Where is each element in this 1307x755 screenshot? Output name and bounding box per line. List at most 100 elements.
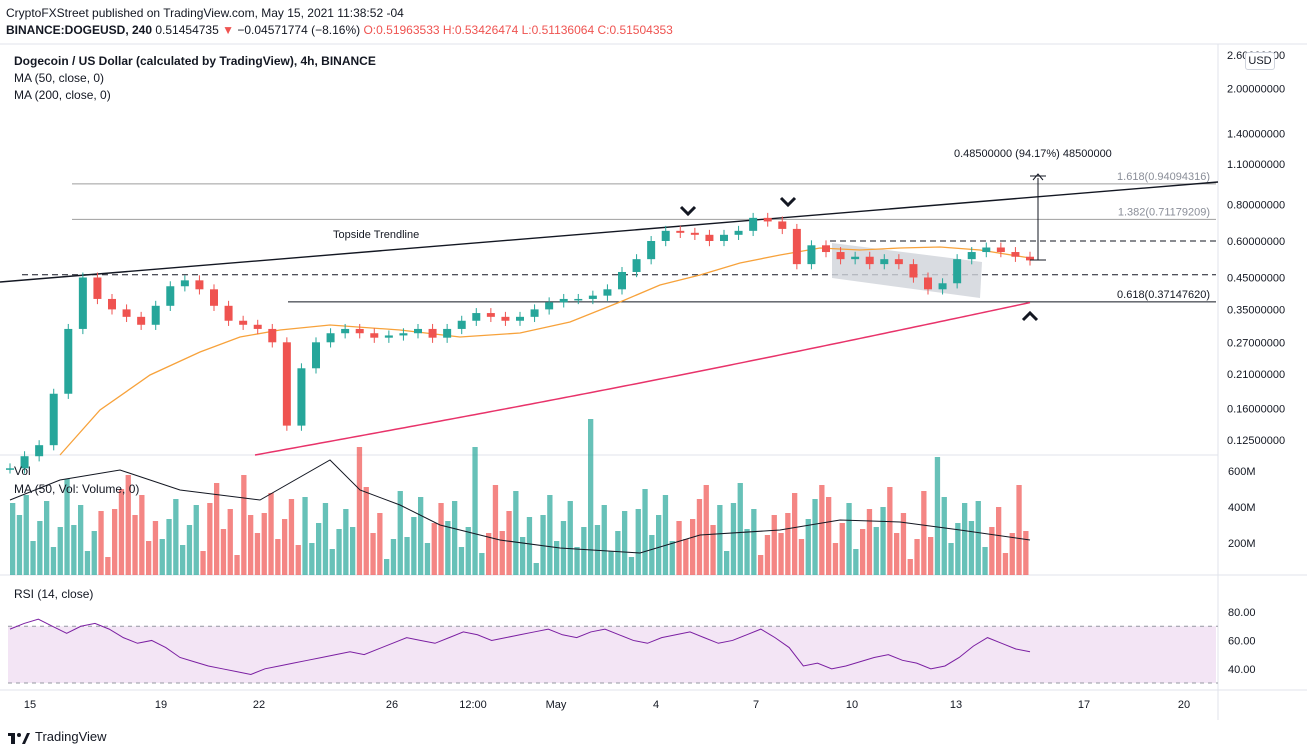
rsi-title: RSI (14, close) <box>14 587 94 601</box>
candle-body <box>239 320 248 325</box>
candle-body <box>618 271 626 290</box>
time-tick-label: 22 <box>253 699 265 711</box>
candle-body <box>953 259 962 284</box>
candle-body <box>64 328 73 394</box>
candle-body <box>414 328 422 334</box>
candle-body <box>545 302 554 310</box>
volume-bar <box>941 497 947 575</box>
volume-bar <box>900 513 907 575</box>
candle-body <box>166 286 175 306</box>
volume-bar <box>656 515 662 575</box>
volume-bar <box>71 525 77 575</box>
volume-bar <box>894 533 900 575</box>
volume-bar <box>635 509 641 575</box>
volume-bar <box>78 505 84 575</box>
candle-body <box>938 283 947 290</box>
volume-bar <box>356 447 363 575</box>
volume-bar <box>1023 531 1029 575</box>
volume-bar <box>540 515 546 575</box>
volume-bar <box>479 553 485 575</box>
candle-body <box>763 217 772 222</box>
candle-body <box>865 256 874 265</box>
ma200-line <box>254 301 1031 456</box>
volume-bar <box>764 535 771 575</box>
volume-bar <box>152 521 159 575</box>
candle-body <box>1026 256 1034 261</box>
volume-bar <box>955 523 961 575</box>
volume-bar <box>492 485 499 575</box>
volume-bar <box>1016 485 1022 575</box>
volume-bar <box>730 503 737 575</box>
volume-bar <box>690 519 696 575</box>
volume-bar <box>622 511 628 575</box>
volume-bar <box>336 529 342 575</box>
candle-body <box>705 234 714 241</box>
volume-bar <box>384 559 390 575</box>
candle-body <box>559 298 568 303</box>
volume-bar <box>581 527 587 575</box>
volume-bar <box>343 509 349 575</box>
price-tick-label: 0.80000000 <box>1227 200 1285 212</box>
volume-bar <box>261 513 267 575</box>
candle-body <box>792 228 801 265</box>
volume-bar <box>438 503 444 575</box>
volume-bar <box>105 557 111 575</box>
candle-body <box>778 221 787 229</box>
volume-bar <box>520 537 526 575</box>
volume-bar <box>207 503 213 575</box>
volume-bar <box>703 485 709 575</box>
candle-body <box>486 313 495 317</box>
volume-bar <box>928 537 934 575</box>
volume-bar <box>805 519 811 575</box>
volume-bar <box>424 543 431 575</box>
volume-bar <box>615 531 621 575</box>
volume-bar <box>860 529 866 575</box>
volume-bar <box>737 483 743 575</box>
time-tick-label: 7 <box>753 699 759 711</box>
volume-bar <box>696 499 703 575</box>
candle-body <box>20 456 29 469</box>
candle-body <box>93 277 102 299</box>
candle-body <box>122 309 131 317</box>
currency-badge[interactable]: USD <box>1245 52 1275 70</box>
volume-bar <box>914 539 920 575</box>
time-tick-label: 12:00 <box>459 699 487 711</box>
volume-bar <box>397 491 403 575</box>
volume-bar <box>839 523 845 575</box>
candle-body <box>894 259 903 265</box>
candle-body <box>108 298 116 310</box>
volume-bar <box>962 503 968 575</box>
volume-bar <box>554 541 560 575</box>
candle-body <box>151 305 160 325</box>
volume-title: Vol <box>14 464 31 478</box>
footer: TradingView <box>8 728 107 746</box>
candle-body <box>472 313 481 321</box>
rsi-tick-label: 40.00 <box>1228 664 1256 676</box>
volume-tick-label: 200M <box>1228 538 1256 550</box>
volume-bar <box>785 513 791 575</box>
volume-bar <box>744 529 750 575</box>
volume-bar <box>329 549 335 575</box>
rsi-tick-label: 80.00 <box>1228 607 1256 619</box>
time-tick-label: 4 <box>653 699 659 711</box>
symbol-line: BINANCE:DOGEUSD, 240 0.51454735 ▼ −0.045… <box>6 22 673 38</box>
volume-bar <box>547 495 553 575</box>
volume-bar <box>241 475 247 575</box>
volume-bar <box>601 505 607 575</box>
volume-bar <box>16 515 23 575</box>
volume-bar <box>390 539 397 575</box>
volume-bar <box>91 531 97 575</box>
candle-body <box>326 333 335 343</box>
candle-body <box>180 280 189 287</box>
legend-title: Dogecoin / US Dollar (calculated by Trad… <box>14 54 376 68</box>
candle-body <box>909 264 918 278</box>
volume-bar <box>778 533 784 575</box>
symbol-line-price: 0.51454735 <box>155 23 219 37</box>
candle-body <box>253 324 262 329</box>
candle-body <box>996 247 1005 253</box>
volume-bar <box>989 527 995 575</box>
candle-body <box>588 295 597 299</box>
candle-body <box>690 232 699 235</box>
volume-bar <box>968 521 975 575</box>
